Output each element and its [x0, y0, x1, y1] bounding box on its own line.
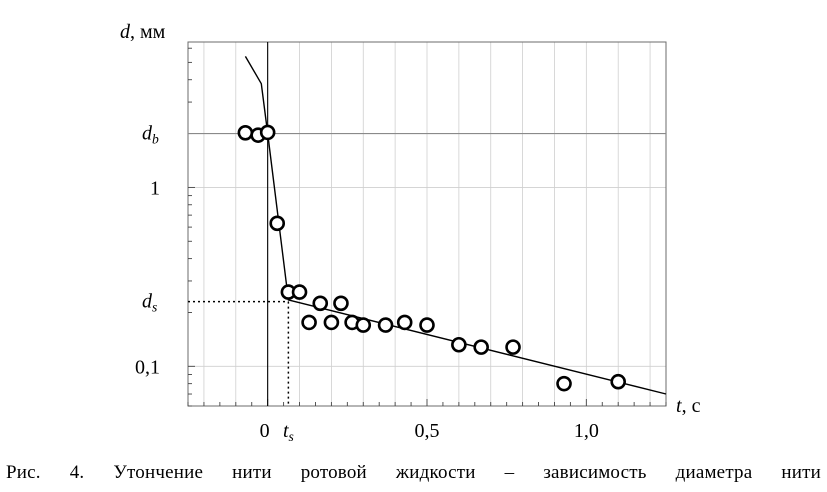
db-tick-label: db [142, 123, 159, 147]
data-point [451, 336, 467, 353]
ds-tick-label: ds [142, 291, 157, 315]
data-point [355, 317, 372, 333]
ts-tick-label: ts [283, 420, 294, 444]
x-tick-label: 1,0 [574, 420, 599, 442]
data-point [473, 339, 489, 355]
y-tick-label: 1 [150, 177, 160, 199]
data-point [312, 295, 329, 312]
data-points [237, 124, 627, 392]
data-point [377, 317, 394, 333]
data-point [333, 295, 349, 312]
data-point [396, 314, 413, 331]
data-point [505, 339, 521, 355]
data-point [610, 373, 627, 390]
data-point [301, 314, 317, 331]
figure-caption: Рис. 4. Утончение нити ротовой жидкости … [6, 462, 821, 483]
data-point [419, 317, 435, 333]
y-tick-label: 0,1 [135, 356, 160, 378]
axes [187, 42, 667, 407]
data-point [269, 215, 286, 232]
data-point [259, 124, 276, 141]
data-point [556, 375, 572, 392]
thinning-chart: d, мм t, с 1 0,1 db ds 0 0,5 1,0 ts [120, 21, 701, 444]
y-axis-title: d, мм [120, 21, 166, 43]
x-axis-title: t, с [676, 395, 701, 417]
data-point [237, 124, 254, 141]
data-point [323, 314, 340, 331]
x-tick-label: 0,5 [415, 420, 440, 442]
grid-lines [188, 42, 666, 406]
axis-labels: d, мм t, с 1 0,1 db ds 0 0,5 1,0 ts [120, 21, 701, 444]
data-point [291, 284, 308, 300]
x-tick-label: 0 [260, 420, 270, 442]
